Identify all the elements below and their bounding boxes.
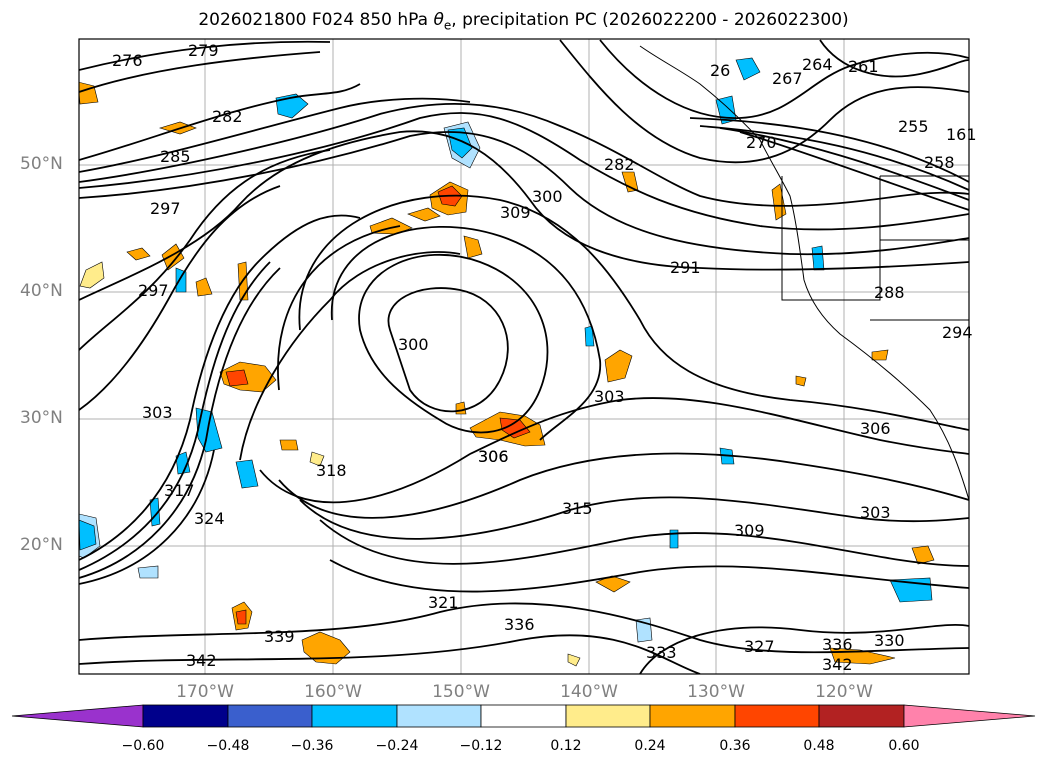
colorbar-tick-label: 0.60 <box>888 738 920 754</box>
colorbar-tick-label: −0.24 <box>375 738 419 754</box>
contour-label: 318 <box>316 461 347 480</box>
colorbar-segment <box>480 704 567 728</box>
contour-label: 333 <box>646 643 677 662</box>
contour-label: 327 <box>744 637 775 656</box>
title-prefix: 2026021800 F024 850 hPa <box>198 10 434 30</box>
contour-label: 303 <box>142 403 173 422</box>
contour-label: 291 <box>670 258 701 277</box>
contour-label: 285 <box>160 147 191 166</box>
contour-label-layer: 276 279 282 285 297 297 303 318 324 317 … <box>112 41 977 674</box>
contour-label: 306 <box>860 419 891 438</box>
colorbar-tick-label: −0.48 <box>206 738 250 754</box>
contour-label: 306 <box>478 447 509 466</box>
longitude-label: 170°W <box>176 682 234 702</box>
contour-label: 258 <box>924 153 955 172</box>
contour-label: 26 <box>710 61 730 80</box>
colorbar-tick-label: 0.48 <box>803 738 835 754</box>
latitude-label: 20°N <box>20 535 63 555</box>
contour-label: 282 <box>604 155 635 174</box>
contour-label: 288 <box>874 283 905 302</box>
colorbar-tick-label: 0.12 <box>550 738 582 754</box>
contour-label: 309 <box>734 521 765 540</box>
contour-label: 300 <box>532 187 563 206</box>
contour-label: 161 <box>946 125 977 144</box>
contour-label: 342 <box>822 655 853 674</box>
map-title: 2026021800 F024 850 hPa θe, precipitatio… <box>0 10 1047 32</box>
contour-label: 303 <box>860 503 891 522</box>
colorbar-segment <box>734 704 820 728</box>
longitude-label: 150°W <box>432 682 490 702</box>
colorbar <box>11 704 1036 728</box>
theta-e-contours <box>79 39 969 674</box>
colorbar-segment <box>227 704 313 728</box>
contour-label: 264 <box>802 55 833 74</box>
contour-label: 255 <box>898 117 929 136</box>
contour-label: 261 <box>848 57 879 76</box>
longitude-label: 160°W <box>304 682 362 702</box>
colorbar-segment <box>818 704 905 728</box>
coastline <box>639 45 969 501</box>
contour-label: 279 <box>188 41 219 60</box>
contour-label: 336 <box>504 615 535 634</box>
contour-label: 317 <box>164 481 195 500</box>
contour-label: 300 <box>398 335 429 354</box>
colorbar-segment <box>565 704 651 728</box>
contour-label: 306 <box>478 447 509 466</box>
latitude-label: 50°N <box>20 154 63 174</box>
latitude-label: 40°N <box>20 281 63 301</box>
theta-symbol: θ <box>433 10 444 30</box>
contour-label: 297 <box>138 281 169 300</box>
colorbar-segment <box>649 704 736 728</box>
contour-label: 339 <box>264 627 295 646</box>
graticule <box>79 39 969 674</box>
colorbar-segment <box>396 704 482 728</box>
contour-label: 315 <box>562 499 593 518</box>
colorbar-lower-extension <box>11 704 144 728</box>
longitude-label: 140°W <box>560 682 618 702</box>
contour-label: 330 <box>874 631 905 650</box>
colorbar-tick-label: −0.60 <box>121 738 165 754</box>
latitude-label: 30°N <box>20 408 63 428</box>
contour-label: 276 <box>112 51 143 70</box>
contour-label: 297 <box>150 199 181 218</box>
map-plot-area <box>79 39 969 674</box>
contour-label: 342 <box>186 651 217 670</box>
colorbar-tick-label: −0.36 <box>290 738 334 754</box>
map-frame <box>78 38 970 675</box>
contour-label: 267 <box>772 69 803 88</box>
colorbar-tick-label: 0.36 <box>719 738 751 754</box>
colorbar-tick-label: 0.24 <box>634 738 666 754</box>
contour-label: 321 <box>428 593 459 612</box>
contour-label: 324 <box>194 509 225 528</box>
contour-label: 336 <box>822 635 853 654</box>
theta-subscript: e <box>443 18 452 33</box>
longitude-label: 120°W <box>815 682 873 702</box>
colorbar-segment <box>142 704 229 728</box>
colorbar-segment <box>311 704 398 728</box>
colorbar-tick-label: −0.12 <box>459 738 503 754</box>
colorbar-upper-extension <box>903 704 1036 728</box>
contour-label: 303 <box>594 387 625 406</box>
contour-label: 282 <box>212 107 243 126</box>
title-suffix: , precipitation PC (2026022200 - 2026022… <box>451 10 849 30</box>
contour-label: 270 <box>746 133 777 152</box>
longitude-label: 130°W <box>687 682 745 702</box>
contour-label: 294 <box>942 323 973 342</box>
contour-label: 309 <box>500 203 531 222</box>
